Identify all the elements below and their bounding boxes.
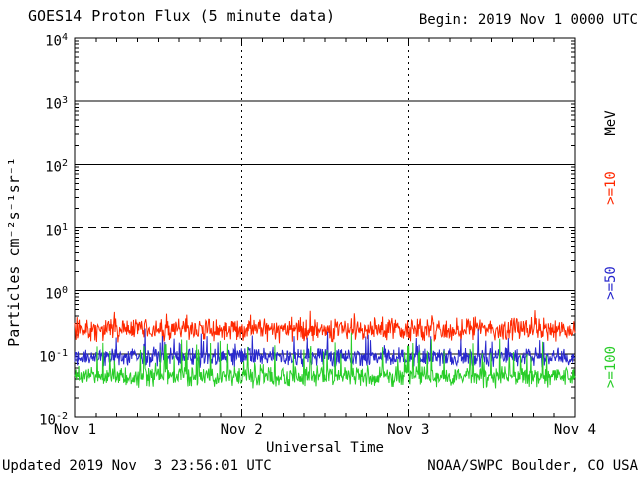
y-axis-title: Particles cm⁻²s⁻¹sr⁻¹ (5, 157, 23, 347)
y-tick-label: 102 (45, 158, 68, 176)
flux-trace-ge10 (74, 310, 576, 344)
flux-trace-ge50 (74, 328, 576, 368)
legend-label-ge50: >=50 (603, 266, 619, 300)
flux-trace-ge100 (74, 332, 576, 389)
updated-timestamp: Updated 2019 Nov 3 23:56:01 UTC (2, 458, 272, 474)
x-tick-label: Nov 3 (387, 422, 430, 438)
legend-label-ge100: >=100 (603, 345, 619, 389)
y-tick-label: 101 (45, 221, 68, 240)
x-tick-label: Nov 2 (220, 422, 263, 438)
x-axis-title: Universal Time (265, 440, 384, 456)
y-tick-label: 103 (45, 95, 68, 113)
chart-title: GOES14 Proton Flux (5 minute data) (28, 7, 336, 25)
begin-time-label: Begin: 2019 Nov 1 0000 UTC (418, 12, 638, 28)
x-tick-label: Nov 4 (553, 422, 597, 438)
legend-units-label: MeV (603, 110, 619, 136)
legend-label-ge10: >=10 (603, 171, 619, 205)
y-tick-label: 104 (45, 32, 68, 50)
y-tick-label: 100 (45, 284, 68, 303)
credit-label: NOAA/SWPC Boulder, CO USA (427, 458, 638, 474)
plot-frame (74, 37, 576, 418)
y-tick-label: 10-2 (39, 411, 68, 429)
x-tick-label: Nov 1 (53, 422, 97, 438)
y-tick-label: 10-1 (39, 347, 68, 366)
